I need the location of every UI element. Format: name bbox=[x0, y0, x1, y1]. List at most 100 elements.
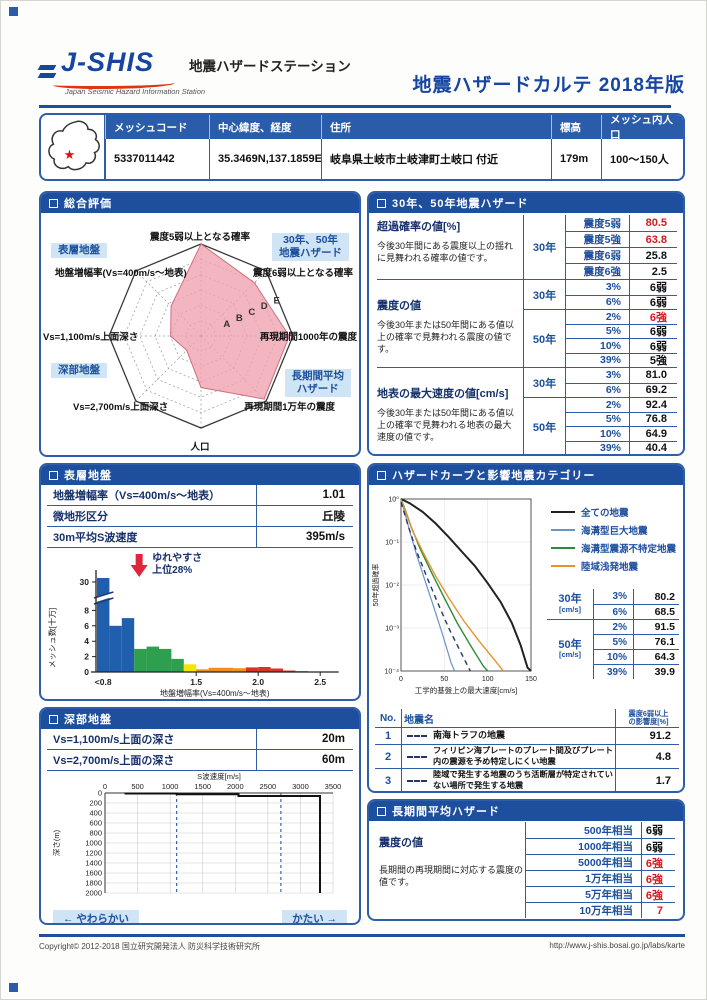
int-50-row0-value: 6強 bbox=[629, 309, 677, 324]
quake-row3-name: 陸域で発生する地震のうち活断層が特定されていない場所で発生する地震 bbox=[433, 770, 613, 790]
info-header-latlon: 中心緯度、経度 bbox=[209, 115, 321, 139]
legend-item: 全ての地震 bbox=[551, 505, 676, 519]
ct-30-row1-value: 68.5 bbox=[633, 604, 679, 619]
period-30-unit: [cm/s] bbox=[558, 604, 582, 614]
longterm-desc-block: 震度の値 長期間の再現期間に対応する震度の値です。 bbox=[379, 822, 525, 918]
section-hazard-30-50: 30年、50年地震ハザード 超過確率の値[%] 今後30年間にある震度以上の揺れ… bbox=[367, 191, 685, 456]
svg-text:4: 4 bbox=[84, 636, 89, 646]
prob-title: 超過確率の値[%] bbox=[377, 221, 461, 233]
prob-row1-label: 震度5強 bbox=[565, 231, 629, 247]
ct-30-row0-value: 80.2 bbox=[633, 589, 679, 604]
radar-axis-ne: 震度6弱以上となる確率 bbox=[253, 268, 353, 279]
radar-axis-nw: 地盤増幅率(Vs=400m/s～地表) bbox=[55, 268, 187, 279]
lt-row2-label: 5000年相当 bbox=[525, 854, 641, 870]
svg-text:2000: 2000 bbox=[227, 782, 244, 791]
earthquake-category-table: No. 地震名 震度6弱以上 の影響度[%] 1 南海トラフの地震 91.2 2 bbox=[375, 709, 679, 791]
svg-text:0: 0 bbox=[98, 789, 102, 798]
legend-label-unspecified: 海溝型震源不特定地震 bbox=[581, 544, 677, 555]
svg-text:600: 600 bbox=[89, 819, 102, 828]
section-deep-header: 深部地盤 bbox=[41, 709, 359, 729]
vel-50-row0-value: 92.4 bbox=[629, 397, 677, 412]
svg-text:50年超過確率: 50年超過確率 bbox=[371, 564, 380, 607]
stiffness-legend: ← やわらかい かたい → bbox=[41, 910, 359, 923]
lt-row1-value: 6弱 bbox=[641, 838, 675, 854]
dashed-line-icon bbox=[401, 745, 431, 768]
quake-row1-value: 91.2 bbox=[615, 728, 679, 744]
legend-item: 陸域浅発地震 bbox=[551, 559, 676, 573]
surface-row1-label: 微地形区分 bbox=[47, 506, 257, 526]
info-value-latlon: 35.3469N,137.1859E bbox=[209, 139, 322, 179]
period-label: 30年 bbox=[523, 280, 565, 309]
quake-table-header: No. 地震名 震度6弱以上 の影響度[%] bbox=[375, 709, 679, 728]
section-square-icon bbox=[49, 198, 58, 208]
footer-divider bbox=[39, 934, 685, 937]
section-hazard-curve-title: ハザードカーブと影響地震カテゴリー bbox=[392, 470, 596, 482]
prob-row0-label: 震度5弱 bbox=[565, 215, 629, 231]
legend-line-unspecified-icon bbox=[551, 547, 575, 549]
quake-row1-name: 南海トラフの地震 bbox=[433, 730, 506, 741]
section-longterm-header: 長期間平均ハザード bbox=[369, 801, 683, 821]
table-row: 30m平均S波速度 395m/s bbox=[47, 527, 353, 548]
ct-50-row3-value: 39.9 bbox=[633, 664, 679, 679]
section-longterm: 長期間平均ハザード 震度の値 長期間の再現期間に対応する震度の値です。 500年… bbox=[367, 799, 685, 921]
page-header: J-SHIS 地震ハザードステーション Japan Seismic Hazard… bbox=[37, 39, 685, 101]
location-star-icon: ★ bbox=[63, 147, 75, 162]
section-surface: 表層地盤 地盤増幅率（Vs=400m/s～地表） 1.01 微地形区分 丘陵 3… bbox=[39, 463, 361, 701]
quake-col-influence-l2: の影響度[%] bbox=[628, 717, 669, 726]
badge-deep: 深部地盤 bbox=[51, 363, 107, 379]
prob-row2-label: 震度6弱 bbox=[565, 247, 629, 263]
intensity-title: 震度の値 bbox=[377, 300, 421, 312]
info-header-meshcode: メッシュコード bbox=[105, 115, 209, 139]
prob-desc: 今後30年間にある震度以上の揺れに見舞われる確率の値です。 bbox=[377, 241, 514, 264]
period-50-label: 50年 [cm/s] bbox=[547, 619, 593, 679]
surface-row0-label: 地盤増幅率（Vs=400m/s～地表） bbox=[47, 485, 257, 505]
svg-text:1500: 1500 bbox=[194, 782, 211, 791]
int-50-row0-label: 2% bbox=[565, 309, 629, 324]
prob-row3-value: 2.5 bbox=[629, 263, 677, 279]
svg-text:メッシュ数[十万]: メッシュ数[十万] bbox=[47, 608, 57, 668]
info-value-meshcode: 5337011442 bbox=[105, 139, 209, 179]
table-row: 微地形区分 丘陵 bbox=[47, 506, 353, 527]
period-30-text: 30年 bbox=[558, 593, 582, 606]
vel-50-row2-label: 10% bbox=[565, 426, 629, 441]
vel-30-row0-value: 81.0 bbox=[629, 368, 677, 383]
svg-text:500: 500 bbox=[131, 782, 144, 791]
svg-text:深さ(m): 深さ(m) bbox=[52, 829, 61, 856]
svg-text:上位28%: 上位28% bbox=[152, 563, 192, 576]
svg-text:30: 30 bbox=[80, 577, 90, 587]
period-label: 50年 bbox=[523, 397, 565, 454]
curve-legend: 全ての地震 海溝型巨大地震 海溝型震源不特定地震 陸域浅発地震 bbox=[551, 505, 676, 577]
svg-text:0: 0 bbox=[84, 667, 89, 677]
legend-label-all: 全ての地震 bbox=[581, 508, 629, 519]
prob-row0-value: 80.5 bbox=[629, 215, 677, 231]
info-value-address: 岐阜県土岐市土岐津町土岐口 付近 bbox=[321, 139, 551, 179]
surface-table: 地盤増幅率（Vs=400m/s～地表） 1.01 微地形区分 丘陵 30m平均S… bbox=[47, 485, 353, 548]
period-label: 30年 bbox=[523, 215, 565, 279]
legend-item: 海溝型巨大地震 bbox=[551, 523, 676, 537]
radar-axis-s: 人口 bbox=[190, 442, 210, 453]
table-row: 地盤増幅率（Vs=400m/s～地表） 1.01 bbox=[47, 485, 353, 506]
info-value-population: 100～150人 bbox=[601, 139, 683, 179]
period-30-label: 30年 [cm/s] bbox=[547, 589, 593, 619]
badge-surface: 表層地盤 bbox=[51, 243, 107, 259]
svg-text:10⁻³: 10⁻³ bbox=[385, 626, 399, 633]
lt-row2-value: 6強 bbox=[641, 854, 675, 870]
vel-30-row0-label: 3% bbox=[565, 368, 629, 383]
prob-row1-value: 63.8 bbox=[629, 231, 677, 247]
int-50-row2-value: 6弱 bbox=[629, 338, 677, 353]
svg-text:2.5: 2.5 bbox=[314, 677, 326, 687]
quake-row2-no: 2 bbox=[384, 750, 392, 763]
quake-row2-name: フィリピン海プレートのプレート間及びプレート内の震源を予め特定しにくい地震 bbox=[433, 746, 613, 766]
lt-row0-label: 500年相当 bbox=[525, 822, 641, 838]
svg-text:10⁻²: 10⁻² bbox=[385, 583, 399, 590]
svg-text:10⁻¹: 10⁻¹ bbox=[385, 540, 399, 547]
section-hazard-30-50-header: 30年、50年地震ハザード bbox=[369, 193, 683, 213]
section-surface-title: 表層地盤 bbox=[64, 470, 112, 482]
deep-row1-label: Vs=2,700m/s上面の深さ bbox=[47, 750, 257, 770]
prob-row2-value: 25.8 bbox=[629, 247, 677, 263]
section-surface-header: 表層地盤 bbox=[41, 465, 359, 485]
corner-mark-top bbox=[9, 7, 18, 16]
int-50-row3-label: 39% bbox=[565, 352, 629, 367]
dashed-line-icon bbox=[401, 769, 431, 791]
